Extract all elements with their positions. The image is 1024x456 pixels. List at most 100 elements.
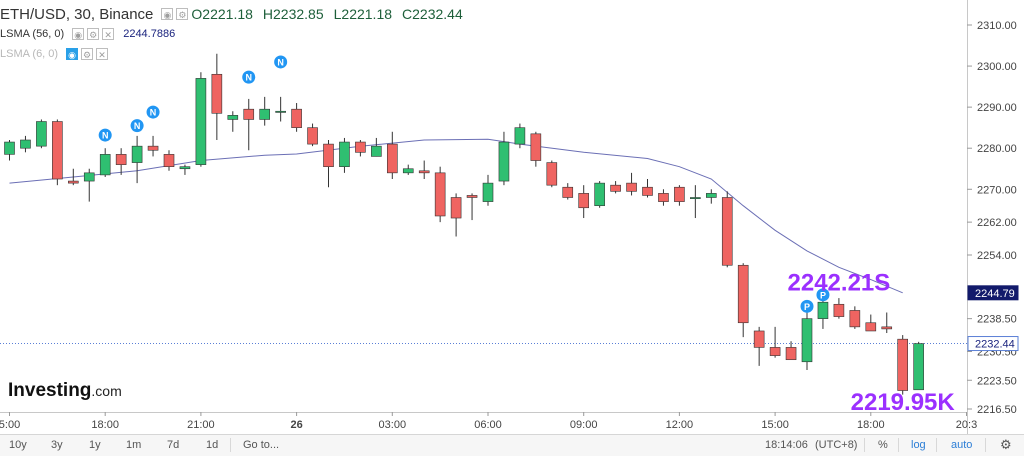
candle-body[interactable] <box>530 133 542 161</box>
candle-body[interactable] <box>450 197 462 219</box>
event-marker[interactable] <box>130 119 144 133</box>
candle-body[interactable] <box>434 172 446 217</box>
candle-body[interactable] <box>99 154 111 176</box>
candle-body[interactable] <box>131 145 143 163</box>
lsma56-label[interactable]: LSMA (56, 0) <box>0 28 65 40</box>
candle-body[interactable] <box>737 264 749 324</box>
low-value: L2221.18 <box>333 6 393 22</box>
lsma-price-tag-label: 2244.79 <box>975 288 1015 300</box>
candle-body[interactable] <box>753 330 765 348</box>
candle-body[interactable] <box>769 347 781 356</box>
candle-body[interactable] <box>259 108 271 120</box>
log-scale-button[interactable]: log <box>911 439 926 451</box>
candle-body[interactable] <box>642 186 653 196</box>
candle-body[interactable] <box>849 310 861 328</box>
price-annotation: 2219.95K <box>851 389 956 416</box>
range-10y-button[interactable]: 10y <box>9 439 27 451</box>
settings-icon[interactable]: ⚙ <box>1000 437 1012 452</box>
goto-button[interactable]: Go to... <box>243 439 280 451</box>
toolbar-divider <box>936 438 937 452</box>
eye-icon[interactable]: ◉ <box>66 48 79 60</box>
candle-body[interactable] <box>817 301 829 319</box>
candle-body[interactable] <box>658 193 669 202</box>
candle-body[interactable] <box>68 180 79 184</box>
candle-body[interactable] <box>498 141 510 182</box>
event-marker[interactable] <box>242 70 256 84</box>
candle-body[interactable] <box>227 115 239 120</box>
toolbar-divider <box>230 438 231 452</box>
toolbar-divider <box>985 438 986 452</box>
range-1y-button[interactable]: 1y <box>89 439 101 451</box>
candle-body[interactable] <box>721 197 733 266</box>
candle-body[interactable] <box>466 195 478 198</box>
candle-body[interactable] <box>275 110 286 113</box>
candle-body[interactable] <box>626 182 637 192</box>
percent-scale-button[interactable]: % <box>878 439 888 451</box>
lsma-56-line <box>9 138 903 294</box>
candle-body[interactable] <box>323 143 334 167</box>
candle-body[interactable] <box>674 186 685 202</box>
candle-body[interactable] <box>897 338 909 391</box>
candle-body[interactable] <box>211 73 223 114</box>
candle-body[interactable] <box>690 197 701 199</box>
candle-body[interactable] <box>881 326 893 330</box>
candle-body[interactable] <box>418 170 430 174</box>
candle-body[interactable] <box>801 318 813 363</box>
gear-icon[interactable]: ⚙ <box>81 48 94 60</box>
timezone-button[interactable]: (UTC+8) <box>815 439 858 451</box>
symbol-title[interactable]: ETH/USD, 30, Binance <box>0 5 154 23</box>
range-1m-button[interactable]: 1m <box>126 439 142 451</box>
candle-body[interactable] <box>291 108 302 128</box>
lsma56-value: 2244.7886 <box>123 28 176 40</box>
candle-body[interactable] <box>179 166 191 170</box>
candle-body[interactable] <box>163 154 175 167</box>
candle-body[interactable] <box>339 141 350 167</box>
gear-icon[interactable]: ⚙ <box>176 8 189 20</box>
event-marker-label: N <box>134 121 141 131</box>
candle-body[interactable] <box>243 108 255 120</box>
event-marker[interactable] <box>98 128 112 142</box>
candle-body[interactable] <box>307 127 318 145</box>
candle-body[interactable] <box>195 78 207 165</box>
close-icon[interactable]: ✕ <box>102 28 115 40</box>
candle-body[interactable] <box>514 127 526 145</box>
eye-icon[interactable]: ◉ <box>161 8 174 20</box>
candle-body[interactable] <box>83 172 95 182</box>
price-axis[interactable] <box>967 0 1024 434</box>
candle-body[interactable] <box>610 184 621 192</box>
candle-body[interactable] <box>865 322 877 332</box>
range-1d-button[interactable]: 1d <box>206 439 219 451</box>
candle-body[interactable] <box>20 139 31 149</box>
candle-body[interactable] <box>115 154 127 165</box>
event-marker[interactable] <box>146 105 160 119</box>
candle-body[interactable] <box>913 343 924 391</box>
candle-body[interactable] <box>4 141 15 155</box>
lsma6-label[interactable]: LSMA (6, 0) <box>0 48 59 60</box>
candle-body[interactable] <box>402 168 414 174</box>
range-3y-button[interactable]: 3y <box>51 439 63 451</box>
candle-body[interactable] <box>562 186 574 198</box>
candle-body[interactable] <box>36 121 47 147</box>
candle-body[interactable] <box>482 182 494 202</box>
auto-scale-button[interactable]: auto <box>951 439 973 451</box>
event-marker[interactable] <box>274 55 288 69</box>
gear-icon[interactable]: ⚙ <box>87 28 100 40</box>
candle-body[interactable] <box>594 182 605 207</box>
candle-body[interactable] <box>371 145 382 157</box>
range-7d-button[interactable]: 7d <box>167 439 180 451</box>
candle-body[interactable] <box>355 141 366 153</box>
candle-body[interactable] <box>386 143 398 174</box>
candle-body[interactable] <box>705 193 717 198</box>
candle-body[interactable] <box>785 347 797 361</box>
close-icon[interactable]: ✕ <box>96 48 109 60</box>
eye-icon[interactable]: ◉ <box>72 28 85 40</box>
event-marker[interactable] <box>816 288 830 302</box>
candle-body[interactable] <box>52 121 63 180</box>
candle-body[interactable] <box>833 303 845 317</box>
candle-body[interactable] <box>546 162 558 186</box>
candle-body[interactable] <box>578 193 590 209</box>
candle-body[interactable] <box>147 145 159 151</box>
event-marker[interactable] <box>800 299 814 313</box>
